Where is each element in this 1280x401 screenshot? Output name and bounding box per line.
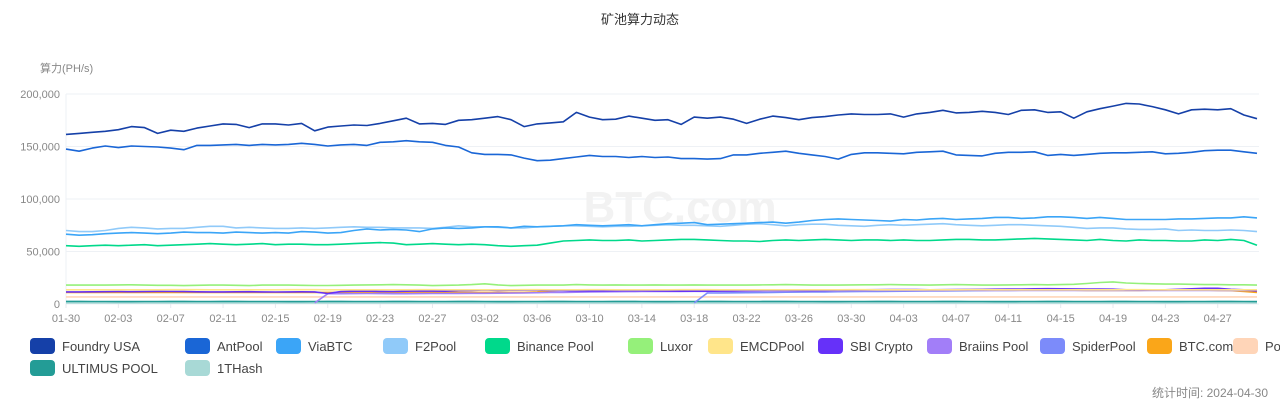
legend-item-binance-pool[interactable]: Binance Pool bbox=[485, 336, 594, 356]
legend-label: ViaBTC bbox=[308, 339, 353, 354]
x-tick-label: 04-03 bbox=[890, 313, 918, 325]
x-tick-label: 04-23 bbox=[1151, 313, 1179, 325]
series-line-antpool bbox=[66, 141, 1257, 161]
legend-label: Luxor bbox=[660, 339, 693, 354]
x-tick-label: 03-14 bbox=[628, 313, 656, 325]
series-line-luxor bbox=[66, 282, 1257, 286]
legend-label: Binance Pool bbox=[517, 339, 594, 354]
x-tick-label: 03-10 bbox=[575, 313, 603, 325]
legend-swatch-icon bbox=[383, 338, 408, 354]
legend-swatch-icon bbox=[1147, 338, 1172, 354]
legend-item-foundry-usa[interactable]: Foundry USA bbox=[30, 336, 140, 356]
legend-label: AntPool bbox=[217, 339, 263, 354]
legend-item-f2pool[interactable]: F2Pool bbox=[383, 336, 456, 356]
legend-swatch-icon bbox=[185, 338, 210, 354]
y-tick-label: 50,000 bbox=[26, 247, 60, 259]
legend-swatch-icon bbox=[30, 338, 55, 354]
legend-swatch-icon bbox=[185, 360, 210, 376]
x-tick-label: 04-07 bbox=[942, 313, 970, 325]
legend-label: BTC.com bbox=[1179, 339, 1233, 354]
x-tick-label: 01-30 bbox=[52, 313, 80, 325]
x-tick-label: 04-27 bbox=[1204, 313, 1232, 325]
legend-label: F2Pool bbox=[415, 339, 456, 354]
stat-time: 统计时间: 2024-04-30 bbox=[1152, 384, 1268, 401]
y-tick-label: 200,000 bbox=[20, 89, 60, 101]
legend-item-antpool[interactable]: AntPool bbox=[185, 336, 263, 356]
x-tick-label: 02-03 bbox=[104, 313, 132, 325]
series-line-binance-pool bbox=[66, 238, 1257, 246]
legend-item-poolin[interactable]: Poolin bbox=[1233, 336, 1280, 356]
legend-item-1thash[interactable]: 1THash bbox=[185, 358, 263, 378]
y-tick-label: 100,000 bbox=[20, 194, 60, 206]
legend-swatch-icon bbox=[30, 360, 55, 376]
legend-label: ULTIMUS POOL bbox=[62, 361, 158, 376]
legend-item-ultimus-pool[interactable]: ULTIMUS POOL bbox=[30, 358, 158, 378]
x-tick-label: 02-27 bbox=[418, 313, 446, 325]
legend-swatch-icon bbox=[1233, 338, 1258, 354]
legend-label: SpiderPool bbox=[1072, 339, 1136, 354]
y-tick-label: 0 bbox=[54, 299, 60, 311]
x-tick-label: 03-30 bbox=[837, 313, 865, 325]
series-line-foundry-usa bbox=[66, 103, 1257, 134]
legend-swatch-icon bbox=[927, 338, 952, 354]
legend-swatch-icon bbox=[1040, 338, 1065, 354]
x-tick-label: 03-18 bbox=[680, 313, 708, 325]
legend-swatch-icon bbox=[628, 338, 653, 354]
legend-item-emcdpool[interactable]: EMCDPool bbox=[708, 336, 804, 356]
x-tick-label: 02-19 bbox=[314, 313, 342, 325]
legend-label: SBI Crypto bbox=[850, 339, 913, 354]
legend-item-luxor[interactable]: Luxor bbox=[628, 336, 693, 356]
y-axis-ticks: 0 50,000 100,000 150,000 200,000 bbox=[20, 89, 60, 311]
legend-swatch-icon bbox=[485, 338, 510, 354]
legend-swatch-icon bbox=[708, 338, 733, 354]
x-tick-label: 02-07 bbox=[157, 313, 185, 325]
x-tick-label: 03-06 bbox=[523, 313, 551, 325]
legend-swatch-icon bbox=[276, 338, 301, 354]
x-tick-label: 04-11 bbox=[995, 313, 1022, 325]
legend-label: Foundry USA bbox=[62, 339, 140, 354]
x-axis-ticks: 01-30 02-03 02-07 02-11 02-15 02-19 02-23 02-27… bbox=[52, 304, 1232, 325]
x-tick-label: 02-11 bbox=[209, 313, 236, 325]
x-tick-label: 02-23 bbox=[366, 313, 394, 325]
x-tick-label: 04-19 bbox=[1099, 313, 1127, 325]
legend-label: Poolin bbox=[1265, 339, 1280, 354]
legend-item-viabtc[interactable]: ViaBTC bbox=[276, 336, 353, 356]
y-tick-label: 150,000 bbox=[20, 142, 60, 154]
x-tick-label: 04-15 bbox=[1047, 313, 1075, 325]
x-tick-label: 03-02 bbox=[471, 313, 499, 325]
legend-label: Braiins Pool bbox=[959, 339, 1028, 354]
legend-swatch-icon bbox=[818, 338, 843, 354]
x-tick-label: 03-26 bbox=[785, 313, 813, 325]
legend-item-braiins-pool[interactable]: Braiins Pool bbox=[927, 336, 1028, 356]
legend-item-sbi-crypto[interactable]: SBI Crypto bbox=[818, 336, 913, 356]
legend-item-spiderpool[interactable]: SpiderPool bbox=[1040, 336, 1136, 356]
x-tick-label: 02-15 bbox=[261, 313, 289, 325]
legend-label: 1THash bbox=[217, 361, 263, 376]
x-tick-label: 03-22 bbox=[733, 313, 761, 325]
legend-item-btc-com[interactable]: BTC.com bbox=[1147, 336, 1233, 356]
legend-label: EMCDPool bbox=[740, 339, 804, 354]
